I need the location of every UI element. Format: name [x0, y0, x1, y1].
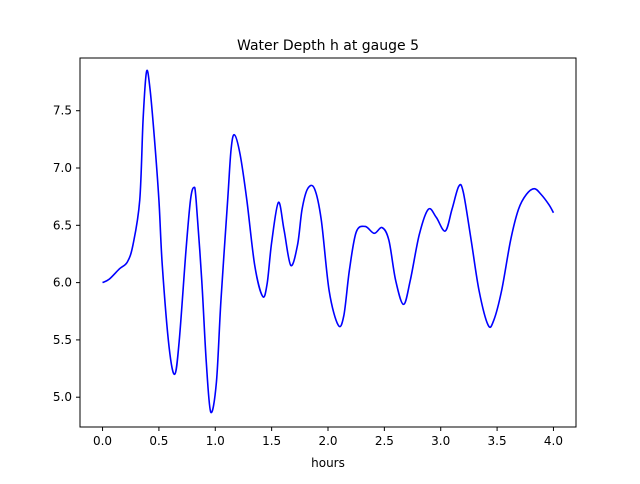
x-tick-label: 1.5 [262, 434, 281, 448]
x-tick-label: 0.0 [93, 434, 112, 448]
x-tick-label: 3.5 [488, 434, 507, 448]
x-tick-label: 2.0 [318, 434, 337, 448]
chart-title: Water Depth h at gauge 5 [237, 38, 419, 54]
y-tick-label: 6.5 [53, 218, 72, 232]
x-tick-label: 1.0 [206, 434, 225, 448]
axes-frame [79, 57, 577, 428]
x-tick-label: 0.5 [149, 434, 168, 448]
y-tick-label: 7.5 [53, 104, 72, 118]
y-tick-label: 6.0 [53, 276, 72, 290]
y-tick-label: 5.0 [53, 390, 72, 404]
x-axis-label: hours [311, 456, 345, 470]
x-tick-label: 4.0 [544, 434, 563, 448]
y-tick-label: 5.5 [53, 333, 72, 347]
x-tick-label: 2.5 [375, 434, 394, 448]
y-tick-label: 7.0 [53, 161, 72, 175]
x-tick-label: 3.0 [431, 434, 450, 448]
series-line-h [102, 69, 555, 414]
